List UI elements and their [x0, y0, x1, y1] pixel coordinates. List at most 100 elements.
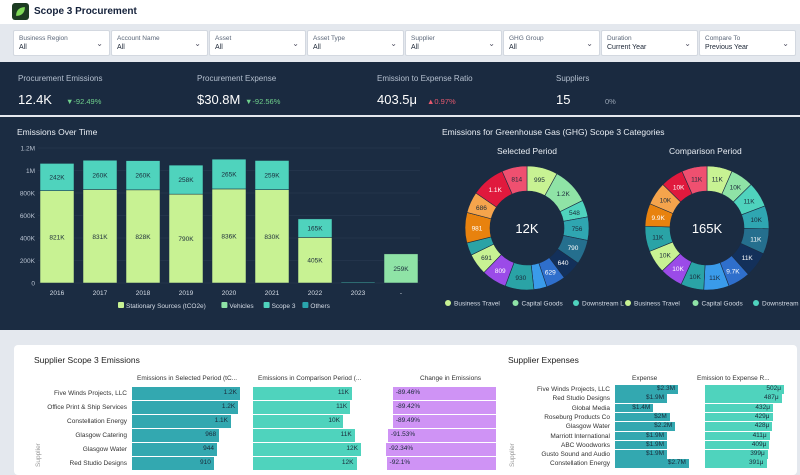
leaf-icon [12, 3, 29, 20]
chevron-down-icon: ⌄ [684, 39, 691, 48]
donut-center-total: 12K [515, 221, 538, 236]
emissions-comparison-bar[interactable]: 11K [253, 387, 352, 400]
bar-data-label: 258K [178, 177, 194, 184]
bar-segment[interactable] [211, 158, 247, 190]
donut-data-label: 629 [545, 270, 556, 277]
emissions-change-bar[interactable]: -89.46% [392, 387, 496, 400]
emissions-change-bar[interactable]: -89.49% [392, 415, 496, 428]
bar-segment[interactable] [82, 160, 118, 190]
emissions-selected-bar[interactable]: 944 [132, 443, 217, 456]
legend-entry[interactable]: Capital Goods [702, 301, 744, 308]
emissions-change-bar[interactable]: -89.42% [392, 401, 496, 414]
bar-segment[interactable] [340, 281, 376, 284]
emissions-selected-bar[interactable]: 1.2K [132, 401, 239, 414]
filter-asset[interactable]: Asset All ⌄ [209, 30, 306, 56]
bar-segment[interactable] [254, 189, 290, 284]
bar-segment[interactable] [383, 253, 419, 284]
emissions-change-bar[interactable]: -92.34% [385, 443, 496, 456]
donut-data-label: 756 [572, 226, 583, 233]
chevron-down-icon: ⌄ [488, 39, 495, 48]
filter-value: All [19, 44, 27, 51]
donut-data-label: 809 [495, 268, 506, 275]
bar-segment[interactable] [168, 193, 204, 284]
donut-data-label: 548 [569, 210, 580, 217]
legend-entry[interactable]: Vehicles [229, 303, 254, 310]
ratio-bar[interactable]: 399μ [705, 450, 768, 459]
ratio-bar[interactable]: 487μ [705, 394, 782, 403]
bar-data-label: 259K [393, 266, 409, 273]
legend-entry[interactable]: Business Travel [634, 301, 680, 308]
ratio-bar[interactable]: 432μ [705, 403, 773, 413]
ratio-bar[interactable]: 428μ [705, 422, 773, 431]
emissions-change-bar[interactable]: -92.1% [386, 457, 496, 470]
bar-data-label: 831K [92, 234, 108, 241]
legend-entry[interactable]: Downstream L [762, 301, 800, 308]
filter-value: All [509, 44, 517, 51]
emissions-comparison-bar[interactable]: 11K [253, 429, 355, 442]
bar-data-label: 821K [49, 234, 65, 241]
bar-segment[interactable] [39, 163, 75, 191]
expense-bar[interactable]: $2.3M [615, 385, 678, 394]
bar-segment[interactable] [168, 164, 204, 195]
filter-value: All [117, 44, 125, 51]
charts-panel: Emissions Over Time Emissions for Greenh… [0, 117, 800, 330]
emissions-selected-bar[interactable]: 1.1K [132, 415, 231, 428]
donut-slice[interactable] [501, 165, 528, 195]
ratio-bar[interactable]: 391μ [705, 459, 767, 468]
expense-bar[interactable]: $2.7M [615, 459, 689, 468]
y-tick-label: 1M [26, 168, 35, 175]
bar-segment[interactable] [39, 190, 75, 284]
emissions-selected-bar[interactable]: 1.2K [132, 387, 240, 400]
x-tick-label: 2017 [93, 290, 108, 297]
ratio-bar[interactable]: 429μ [705, 412, 773, 422]
expense-bar[interactable]: $1.4M [615, 403, 654, 413]
emissions-comparison-bar[interactable]: 10K [253, 415, 343, 428]
expense-bar[interactable]: $1.9M [615, 450, 668, 459]
legend-entry[interactable]: Capital Goods [522, 301, 564, 308]
bar-segment[interactable] [297, 218, 333, 238]
supplier-name: Marriott International [550, 432, 610, 440]
bar-segment[interactable] [82, 189, 118, 284]
filter-supplier[interactable]: Supplier All ⌄ [405, 30, 502, 56]
y-tick-label: 800K [20, 191, 36, 198]
emissions-selected-bar[interactable]: 910 [132, 457, 214, 470]
legend-entry[interactable]: Stationary Sources (tCO2e) [126, 303, 206, 310]
filter-compare-to[interactable]: Compare To Previous Year ⌄ [699, 30, 796, 56]
emissions-change-bar[interactable]: -91.53% [387, 429, 496, 442]
ratio-bar[interactable]: 502μ [705, 385, 784, 394]
legend-entry[interactable]: Downstream L [582, 301, 624, 308]
legend-entry[interactable]: Others [310, 303, 330, 310]
legend-entry[interactable]: Scope 3 [272, 303, 296, 310]
bar-segment[interactable] [254, 160, 290, 190]
filter-account-name[interactable]: Account Name All ⌄ [111, 30, 208, 56]
donut-data-label: 1.2K [556, 191, 570, 198]
expense-bar[interactable]: $1.9M [615, 440, 668, 450]
bar-segment[interactable] [125, 160, 161, 191]
emissions-selected-bar[interactable]: 968 [132, 429, 220, 442]
bar-data-label: 242K [49, 175, 65, 182]
filter-label: Compare To [705, 35, 741, 42]
expense-bar[interactable]: $1.9M [615, 431, 668, 440]
filter-duration[interactable]: Duration Current Year ⌄ [601, 30, 698, 56]
donut-slice[interactable] [681, 165, 708, 195]
expense-bar[interactable]: $2M [615, 412, 670, 422]
ratio-bar[interactable]: 411μ [705, 431, 770, 440]
selected-period-title: Selected Period [497, 146, 558, 156]
emissions-comparison-bar[interactable]: 12K [253, 443, 361, 456]
expense-bar[interactable]: $2.2M [615, 422, 676, 431]
legend-entry[interactable]: Business Travel [454, 301, 500, 308]
bar-segment[interactable] [297, 237, 333, 284]
bar-data-label: 165K [307, 226, 323, 233]
ratio-bar[interactable]: 409μ [705, 440, 770, 450]
emissions-comparison-bar[interactable]: 11K [253, 401, 351, 414]
supplier-name: Glasgow Water [82, 446, 127, 453]
filter-ghg-group[interactable]: GHG Group All ⌄ [503, 30, 600, 56]
donut-data-label: 11K [652, 234, 664, 241]
filter-business-region[interactable]: Business Region All ⌄ [13, 30, 110, 56]
bar-data-label: 836K [221, 233, 237, 240]
emissions-comparison-bar[interactable]: 12K [253, 457, 357, 470]
supplier-name: Global Media [571, 404, 610, 412]
expense-bar[interactable]: $1.9M [615, 394, 668, 403]
filter-asset-type[interactable]: Asset Type All ⌄ [307, 30, 404, 56]
